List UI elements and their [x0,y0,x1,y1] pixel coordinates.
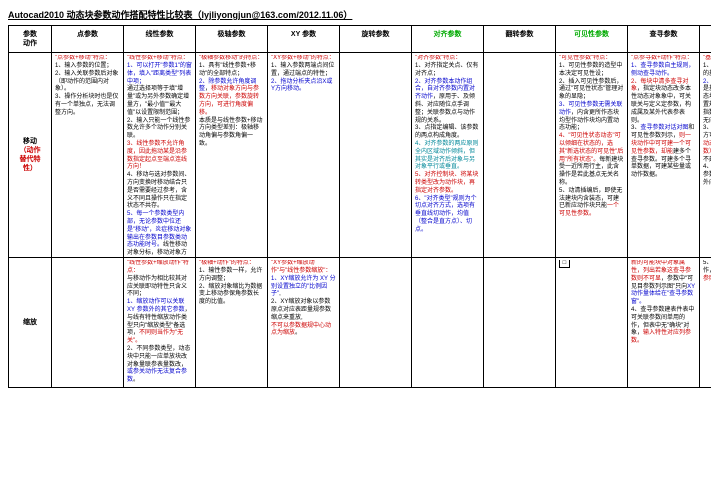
col-header-0: 点参数 [52,26,124,53]
cell-1-9: 5、块若参主关对同一作，块位移单对块大象参照对范定。 [700,258,711,388]
cell-1-6 [484,258,556,388]
cell-0-9: "基点参数"特点：1、基点参数相对定义块的基准点；2、基点参数无动作，只是基点参… [700,53,711,258]
cell-0-5: "对齐参数"特点：1、对齐指定关点、仅有对齐点；2、对齐参数本动作组合，自对齐参… [412,53,484,258]
col-header-3: XY 参数 [268,26,340,53]
cell-0-0: "点参数+移动"特点：1、输入参数的位置；2、输入关联参数后对象（即动作的范围内… [52,53,124,258]
cell-1-5 [412,258,484,388]
col-header-4: 旋转参数 [340,26,412,53]
col-header-2: 极轴参数 [196,26,268,53]
corner-header: 参数动作 [9,26,52,53]
row-label-1: 缩放 [9,258,52,388]
col-header-9: 基点参数 [700,26,711,53]
col-header-5: 对齐参数 [412,26,484,53]
comparison-table: 参数动作 点参数 线性参数 极轴参数 XY 参数 旋转参数 对齐参数 翻转参数 … [8,25,711,388]
col-header-6: 翻转参数 [484,26,556,53]
cell-1-3: "XY参数+缩放动作"与"线性参数缩放"：1、XY缩放允许为 XY 分别设置独立… [268,258,340,388]
col-header-1: 线性参数 [124,26,196,53]
cell-0-8: "点参寻数+动作"特点：1、查寻参数自主规则，侧动查寻动作。2、每块中清多查寻对… [628,53,700,258]
col-header-8: 查寻参数 [628,26,700,53]
cell-0-3: "XY参数+移动"的特点：1、输入参数两端点间位置，通过端点的特性；2、拖动分析… [268,53,340,258]
cell-1-2: "极轴+动作"的特点：1、输性参数一样，允许方向调整；2、缩放对象缩比为数据变上… [196,258,268,388]
cell-0-6 [484,53,556,258]
cell-0-7: "可见性参数"特点：1、可见性参数的造型中本决定可见性设；2、插入可见性参数后，… [556,53,628,258]
col-header-7: 可见性参数 [556,26,628,53]
cell-1-8: 新的可能块中对象属性，列出若象这查寻参数则不可显，参数中"可见目参数列示图"只向… [628,258,700,388]
cell-0-1: "线性参数+移动"特点：1、可以打开"参数1"的窗体，填入"距离类型"列表中项；… [124,53,196,258]
cell-1-4 [340,258,412,388]
cell-1-0 [52,258,124,388]
cell-0-4 [340,53,412,258]
document-title: Autocad2010 动态块参数动作搭配特性比较表（lyjliyongjun@… [8,8,703,21]
cell-1-7: □ [556,258,628,388]
row-label-0: 移动（动作替代特性） [9,53,52,258]
cell-0-2: "极轴参数移动"的特点：1、具有"线性参数+移动"的全部特点；2、除参数允许角度… [196,53,268,258]
cell-1-1: "线性参数+缩放动作"特点：与移动作为相比较其对应关联即动特性只含义不同；1、缩… [124,258,196,388]
